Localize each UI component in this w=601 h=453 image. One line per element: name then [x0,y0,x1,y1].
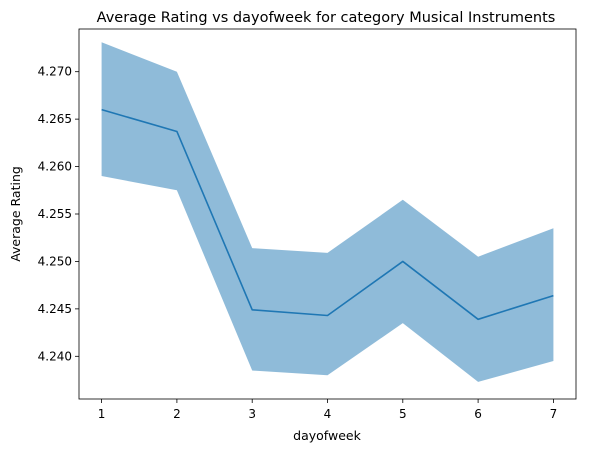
x-axis: 1 2 3 4 5 6 7 [98,399,557,421]
x-tick-label: 7 [550,407,558,421]
y-tick-label: 4.270 [38,65,72,79]
plot-area [101,42,554,382]
x-tick-label: 2 [173,407,181,421]
x-tick-label: 4 [324,407,332,421]
y-tick-label: 4.250 [38,254,72,268]
x-tick-label: 3 [248,407,256,421]
confidence-band [101,42,554,382]
x-axis-label: dayofweek [293,428,361,443]
y-tick-label: 4.260 [38,160,72,174]
y-tick-label: 4.245 [38,302,72,316]
x-tick-label: 1 [98,407,106,421]
y-axis: 4.240 4.245 4.250 4.255 4.260 4.265 4.270 [38,65,79,363]
y-tick-label: 4.240 [38,349,72,363]
y-tick-label: 4.255 [38,207,72,221]
y-axis-label: Average Rating [8,166,23,262]
axes-frame [78,28,577,400]
x-tick-label: 6 [474,407,482,421]
series-line [101,108,554,321]
chart-title: Average Rating vs dayofweek for category… [97,10,556,26]
y-tick-label: 4.265 [38,112,72,126]
x-tick-label: 5 [399,407,407,421]
